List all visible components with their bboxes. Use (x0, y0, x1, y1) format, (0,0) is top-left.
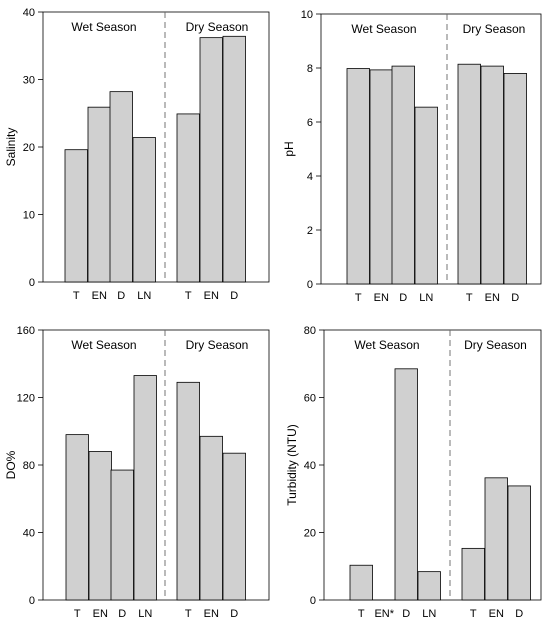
x-category-label: T (185, 608, 192, 620)
bar (133, 375, 157, 601)
y-tick-label: 0 (310, 595, 316, 607)
bar (461, 547, 485, 601)
season-label: Dry Season (186, 20, 249, 34)
bar (65, 434, 89, 601)
x-category-label: LN (422, 608, 436, 620)
x-category-label: T (358, 608, 365, 620)
season-label: Dry Season (464, 338, 527, 352)
chart-panel-2: 0 2 4 6 8 10 pH T EN D LN T EN D Wet Season Dry Season (282, 9, 542, 304)
season-label: Wet Season (71, 338, 136, 352)
bar (414, 106, 438, 285)
bar (391, 65, 415, 285)
x-category-label: EN (204, 290, 219, 302)
y-tick-label: 0 (29, 595, 35, 607)
bar (457, 63, 481, 285)
season-label: Dry Season (463, 22, 526, 36)
bar (110, 469, 134, 601)
bar (132, 137, 156, 283)
bar (507, 485, 531, 601)
bar (346, 68, 370, 285)
bar (199, 435, 223, 601)
bar (484, 477, 508, 601)
x-category-label: D (230, 608, 238, 620)
x-category-label: T (73, 290, 80, 302)
bar (369, 69, 393, 285)
x-category-label: EN (204, 608, 219, 620)
chart-panel-1: 0 10 20 30 40 Salinity T EN D LN T EN D Wet Season Dry… (4, 7, 270, 302)
y-tick-label: 80 (23, 460, 35, 472)
x-category-label: D (402, 608, 410, 620)
y-tick-label: 40 (23, 7, 35, 19)
bar (480, 65, 504, 285)
x-category-label: D (515, 608, 523, 620)
y-tick-label: 6 (307, 117, 313, 129)
x-category-label: LN (137, 290, 151, 302)
x-category-label: EN* (374, 608, 394, 620)
season-label: Dry Season (186, 338, 249, 352)
bar (417, 571, 441, 601)
x-category-label: D (118, 608, 126, 620)
y-tick-label: 40 (23, 528, 35, 540)
y-tick-label: 0 (29, 277, 35, 289)
x-category-label: EN (374, 292, 389, 304)
y-tick-label: 4 (307, 171, 313, 183)
bar (222, 35, 246, 283)
bar (109, 91, 133, 283)
chart-panel-4: 0 20 40 60 80 Turbidity (NTU) T EN* D LN T EN D Wet S… (285, 325, 542, 620)
y-tick-label: 0 (307, 279, 313, 291)
x-category-label: EN (485, 292, 500, 304)
y-tick-label: 160 (17, 325, 35, 337)
x-category-label: EN (93, 608, 108, 620)
y-tick-label: 8 (307, 63, 313, 75)
y-tick-label: 20 (304, 528, 316, 540)
season-label: Wet Season (71, 20, 136, 34)
y-axis-label: Turbidity (NTU) (285, 424, 299, 506)
y-tick-label: 2 (307, 225, 313, 237)
y-axis-label: pH (282, 141, 296, 156)
x-category-label: LN (138, 608, 152, 620)
chart-panel-3: 0 40 80 120 160 DO% T EN D LN T EN D Wet Season Dry Se… (4, 325, 270, 620)
x-category-label: T (355, 292, 362, 304)
x-category-label: D (511, 292, 519, 304)
x-category-label: LN (419, 292, 433, 304)
x-category-label: T (470, 608, 477, 620)
x-category-label: T (466, 292, 473, 304)
bar (349, 564, 373, 601)
season-label: Wet Season (351, 22, 416, 36)
x-category-label: EN (489, 608, 504, 620)
x-category-label: T (185, 290, 192, 302)
y-tick-label: 30 (23, 75, 35, 87)
bar (88, 451, 112, 601)
y-tick-label: 10 (301, 9, 313, 21)
bar (394, 368, 418, 601)
y-tick-label: 40 (304, 460, 316, 472)
bar (222, 452, 246, 601)
season-label: Wet Season (354, 338, 419, 352)
x-category-label: D (230, 290, 238, 302)
y-tick-label: 120 (17, 393, 35, 405)
bar (199, 37, 223, 283)
y-axis-label: Salinity (4, 128, 18, 167)
x-category-label: T (74, 608, 81, 620)
x-category-label: D (399, 292, 407, 304)
bar (176, 381, 200, 601)
x-category-label: EN (92, 290, 107, 302)
x-category-label: D (117, 290, 125, 302)
bar (64, 149, 88, 283)
y-tick-label: 10 (23, 210, 35, 222)
y-axis-label: DO% (4, 450, 18, 479)
y-tick-label: 20 (23, 142, 35, 154)
bar (503, 73, 527, 285)
y-tick-label: 60 (304, 393, 316, 405)
bar (176, 113, 200, 283)
y-tick-label: 80 (304, 325, 316, 337)
bar (87, 106, 111, 283)
